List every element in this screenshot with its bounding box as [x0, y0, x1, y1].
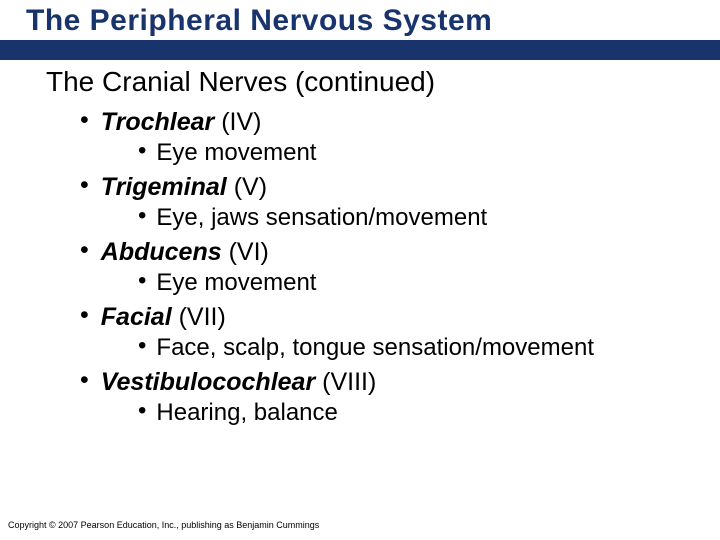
bullet-icon: •	[138, 269, 146, 293]
slide-title: The Peripheral Nervous System	[0, 0, 720, 40]
list-item: • Abducens (VI)	[80, 238, 720, 267]
list-item: • Eye, jaws sensation/movement	[138, 204, 720, 232]
nerve-label: Abducens (VI)	[101, 238, 269, 267]
nerve-label: Vestibulocochlear (VIII)	[101, 368, 377, 397]
nerve-description: Eye movement	[156, 139, 316, 167]
title-underline	[0, 40, 720, 60]
bullet-icon: •	[80, 173, 89, 198]
list-item: • Eye movement	[138, 269, 720, 297]
slide-subtitle: The Cranial Nerves (continued)	[0, 60, 720, 102]
title-band: The Peripheral Nervous System	[0, 0, 720, 60]
nerve-numeral: (VI)	[229, 238, 269, 266]
nerve-numeral: (VIII)	[322, 368, 376, 396]
nerve-numeral: (V)	[234, 173, 267, 201]
nerve-name: Trochlear	[101, 108, 214, 136]
copyright-notice: Copyright © 2007 Pearson Education, Inc.…	[8, 520, 319, 530]
nerve-description: Eye, jaws sensation/movement	[156, 204, 487, 232]
nerve-description: Face, scalp, tongue sensation/movement	[156, 334, 594, 362]
bullet-icon: •	[138, 139, 146, 163]
list-item: • Vestibulocochlear (VIII)	[80, 368, 720, 397]
list-item: • Hearing, balance	[138, 399, 720, 427]
nerve-numeral: (VII)	[179, 303, 226, 331]
list-item: • Face, scalp, tongue sensation/movement	[138, 334, 720, 362]
bullet-icon: •	[138, 334, 146, 358]
nerve-label: Trigeminal (V)	[101, 173, 267, 202]
list-item: • Trigeminal (V)	[80, 173, 720, 202]
nerve-name: Trigeminal	[101, 173, 227, 201]
bullet-icon: •	[138, 399, 146, 423]
list-item: • Trochlear (IV)	[80, 108, 720, 137]
bullet-icon: •	[80, 238, 89, 263]
bullet-icon: •	[80, 303, 89, 328]
bullet-icon: •	[80, 368, 89, 393]
nerve-description: Hearing, balance	[156, 399, 337, 427]
bullet-icon: •	[80, 108, 89, 133]
bullet-icon: •	[138, 204, 146, 228]
nerve-label: Facial (VII)	[101, 303, 226, 332]
list-item: • Eye movement	[138, 139, 720, 167]
nerve-label: Trochlear (IV)	[101, 108, 262, 137]
nerve-name: Abducens	[101, 238, 222, 266]
nerve-list: • Trochlear (IV) • Eye movement • Trigem…	[0, 108, 720, 427]
nerve-name: Vestibulocochlear	[101, 368, 315, 396]
nerve-numeral: (IV)	[221, 108, 261, 136]
list-item: • Facial (VII)	[80, 303, 720, 332]
nerve-description: Eye movement	[156, 269, 316, 297]
nerve-name: Facial	[101, 303, 172, 331]
